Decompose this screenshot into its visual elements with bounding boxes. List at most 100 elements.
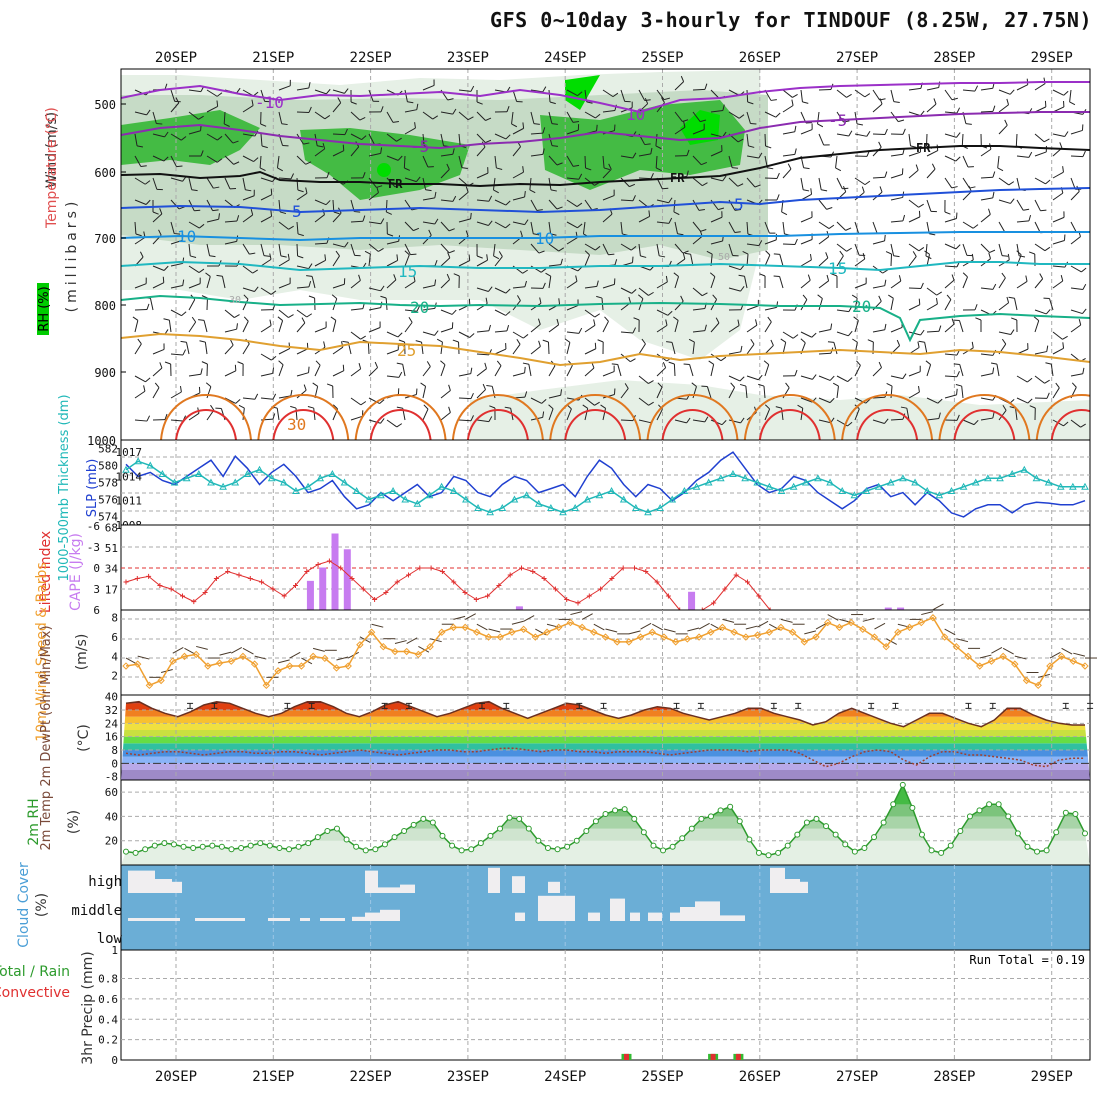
wind-barb: [1028, 214, 1032, 221]
wind-barb: [944, 243, 957, 250]
wind-barb: [242, 265, 253, 274]
wind-barb: [269, 319, 272, 326]
wind-barb: [408, 317, 413, 323]
wind-barb: [710, 109, 723, 113]
wind-barb: [325, 88, 331, 95]
wind-barb: [674, 221, 678, 234]
rh2m-line-point: [746, 836, 753, 843]
wind-speed-line-point: [929, 614, 937, 622]
precip-panel: 0.80.60.40.201 Run Total = 0.19: [98, 944, 1091, 1067]
rh2m-line-point: [142, 846, 149, 853]
rh2m-line-point: [909, 804, 916, 811]
rh2m-line-point: [439, 832, 446, 839]
wind-barb: [209, 255, 216, 258]
wind-barb: [680, 75, 685, 82]
temp2m-line: [125, 700, 1085, 728]
wind-barb: [188, 130, 201, 135]
wind-barb: [164, 361, 171, 365]
wind-barb: [324, 115, 331, 120]
rh2m-line-point: [161, 840, 168, 847]
wind-barb: [386, 259, 398, 267]
surface-wind-barb: [394, 640, 407, 645]
wind-barb: [428, 229, 432, 236]
wind-barb: [692, 308, 705, 311]
wind-barb: [980, 287, 993, 290]
minmax-bar: [503, 702, 510, 709]
thickness-line-point: [498, 503, 507, 511]
isotherm-35: [661, 409, 724, 440]
wind-barb: [1039, 273, 1044, 279]
wind-barb: [413, 275, 416, 282]
label-minus10-b: 10: [626, 105, 645, 124]
surface-wind-barb: [418, 645, 430, 653]
wind-barb: [706, 250, 713, 255]
wind-barb: [758, 374, 763, 381]
wind-barb: [396, 362, 403, 365]
lifted-index-point: [722, 586, 728, 592]
wind-barb: [908, 331, 921, 336]
wind-barb: [548, 394, 561, 399]
wind-barb: [416, 103, 419, 110]
wind-barb: [1028, 151, 1033, 158]
wind-barb: [156, 123, 163, 125]
wind-barb: [955, 244, 961, 250]
wind-barb: [260, 258, 272, 267]
wind-barb: [998, 221, 1006, 233]
rh2m-line-point: [353, 843, 360, 850]
wind-barb: [1034, 199, 1041, 211]
rh2m-line-point: [871, 834, 878, 841]
wind-barb: [803, 167, 810, 170]
wind-barb: [1052, 347, 1064, 355]
lifted-index-point: [451, 579, 457, 585]
thickness-slp-panel: 5825805785765741017101410111008: [98, 439, 1091, 532]
minmax-bar: [1062, 702, 1069, 709]
wind-barb: [975, 317, 982, 321]
rh2m-line-point: [823, 823, 830, 830]
wind-barb: [188, 283, 201, 289]
wind-barb: [1070, 221, 1078, 233]
wind-barb: [765, 250, 771, 256]
wind-barb: [1046, 392, 1050, 399]
wind-barb: [1071, 382, 1077, 388]
wind-barb: [632, 327, 637, 334]
wind-barb: [1004, 119, 1008, 126]
wind-barb: [630, 358, 636, 363]
wind-barb: [422, 307, 435, 311]
cloud-middle: [695, 901, 720, 921]
wind-barb: [378, 248, 384, 252]
wind-barb: [688, 338, 695, 343]
thickness-line-point: [1008, 469, 1017, 477]
wind-barb: [602, 243, 609, 255]
wind-barb: [956, 371, 960, 377]
wind-barb: [467, 116, 474, 121]
wind-barb: [998, 243, 1003, 256]
surface-wind-barb: [511, 620, 524, 625]
wind-barb: [245, 189, 252, 192]
date-label-bottom: 24SEP: [544, 1069, 586, 1085]
lifted-index-point: [315, 562, 321, 567]
cloud-middle: [538, 895, 575, 921]
thickness-line-point: [704, 478, 713, 486]
axis-tick-label: 60: [105, 786, 118, 799]
wind-barb: [548, 404, 554, 410]
wind-barb: [494, 309, 506, 316]
wind-barb: [140, 165, 147, 167]
wind-barb: [861, 186, 865, 193]
wind-barb: [1060, 275, 1064, 282]
wind-barb: [542, 282, 546, 289]
wind-barb: [261, 145, 268, 149]
wind-barb: [296, 309, 308, 318]
wind-barb: [453, 273, 460, 277]
wind-barb: [333, 211, 340, 215]
thickness-line-point: [595, 491, 604, 499]
wind-barb: [956, 107, 961, 114]
axis-tick-label: 6: [111, 631, 118, 644]
wind-barb: [486, 384, 493, 387]
wind-barb: [926, 168, 936, 179]
wind-barb: [944, 177, 953, 189]
lifted-index-point: [270, 586, 276, 592]
wind-barb: [572, 120, 580, 123]
wind-barb: [1064, 131, 1069, 137]
wind-barb: [836, 133, 849, 137]
wind-barb: [781, 211, 788, 216]
